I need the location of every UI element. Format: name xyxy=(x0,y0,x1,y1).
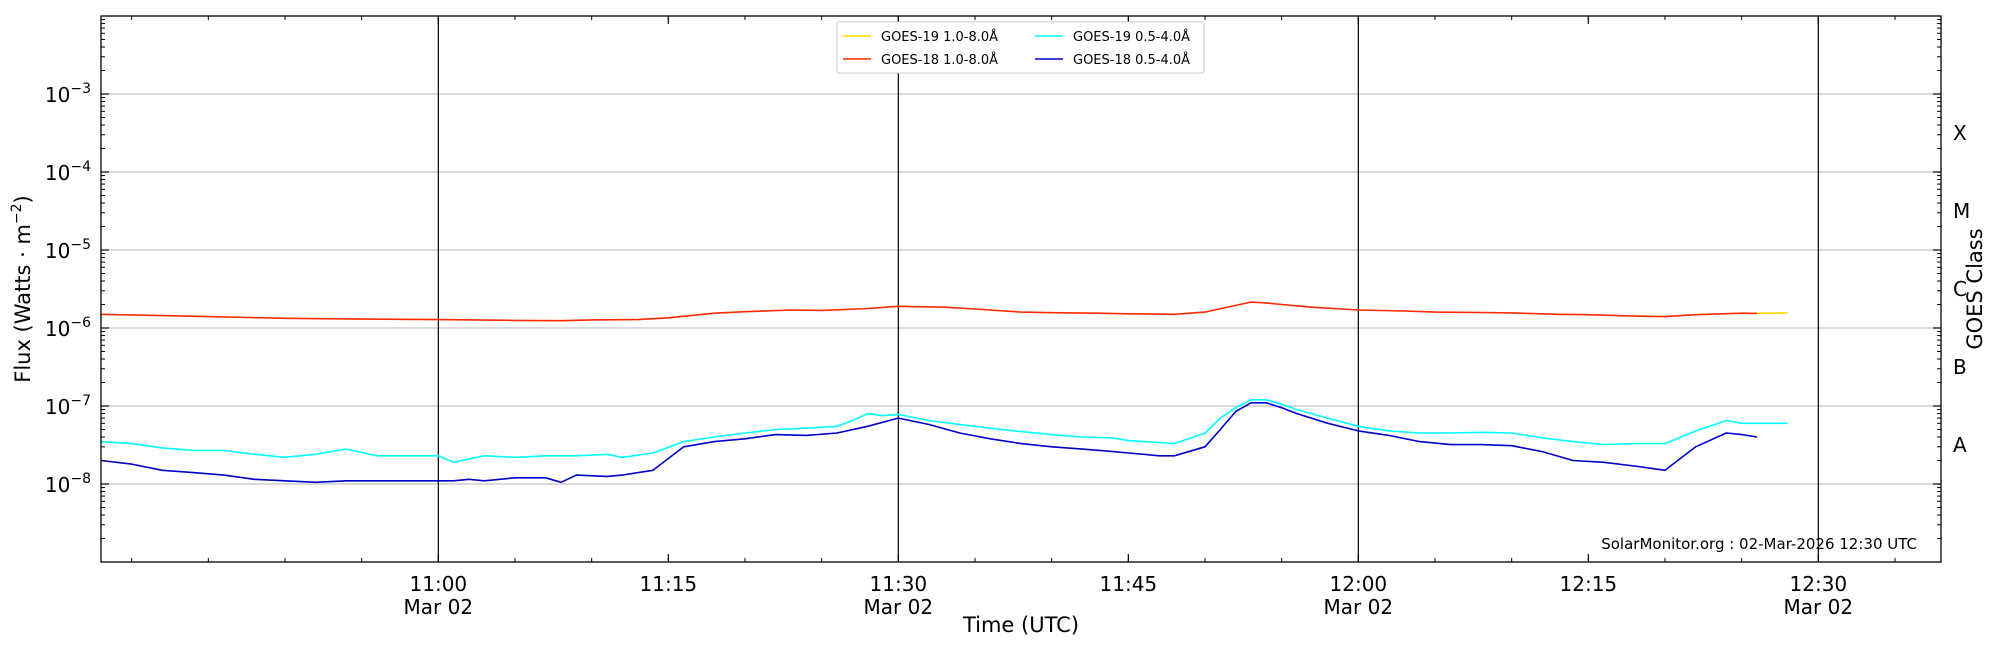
y-tick-base: 10 xyxy=(45,395,70,419)
x-tick-label-6: 12:30 xyxy=(1790,572,1848,596)
goes-class-m: M xyxy=(1953,199,1970,223)
y-tick-exponent: −3 xyxy=(70,81,91,97)
credit-text: SolarMonitor.org : 02-Mar-2026 12:30 UTC xyxy=(1601,535,1917,553)
y-tick-exponent: −7 xyxy=(70,393,91,409)
y-tick-label-3: 10−5 xyxy=(45,237,91,263)
x-tick-date-0: Mar 02 xyxy=(404,595,474,619)
y-tick-label-4: 10−4 xyxy=(45,159,91,185)
y-axis-title-exponent: −2 xyxy=(9,203,25,224)
goes-class-a: A xyxy=(1953,433,1967,457)
x-tick-date-2: Mar 02 xyxy=(864,595,934,619)
series-line-goes-18-0-5-4-0 xyxy=(100,401,1758,484)
x-tick-label-2: 11:30 xyxy=(870,572,928,596)
y-tick-exponent: −4 xyxy=(70,159,91,175)
y-tick-exponent: −8 xyxy=(70,471,91,487)
y-tick-label-0: 10−8 xyxy=(45,471,91,497)
data-series xyxy=(100,301,1788,484)
grid-lines xyxy=(101,93,1941,485)
legend-label-goes19-long: GOES-19 1.0-8.0Å xyxy=(881,29,998,45)
legend-box xyxy=(836,21,1205,74)
goes-class-c: C xyxy=(1953,277,1967,301)
legend: GOES-19 1.0-8.0Å GOES-18 1.0-8.0Å GOES-1… xyxy=(836,21,1205,74)
goes-class-labels: A B C M X xyxy=(1953,121,1970,457)
y-tick-base: 10 xyxy=(45,161,70,185)
y-tick-base: 10 xyxy=(45,317,70,341)
x-tick-label-3: 11:45 xyxy=(1100,572,1158,596)
y-tick-base: 10 xyxy=(45,473,70,497)
x-tick-label-4: 12:00 xyxy=(1330,572,1388,596)
x-tick-label-5: 12:15 xyxy=(1560,572,1618,596)
x-tick-date-4: Mar 02 xyxy=(1324,595,1394,619)
legend-label-goes18-short: GOES-18 0.5-4.0Å xyxy=(1073,52,1190,68)
x-tick-date-6: Mar 02 xyxy=(1784,595,1854,619)
y-tick-exponent: −6 xyxy=(70,315,91,331)
series-line-goes-19-0-5-4-0 xyxy=(100,398,1788,464)
y-axis-title: Flux (Watts · m−2) xyxy=(9,195,35,383)
goes-class-x: X xyxy=(1953,121,1967,145)
y2-axis-title: GOES Class xyxy=(1963,228,1987,349)
y-tick-label-2: 10−6 xyxy=(45,315,91,341)
x-axis-title: Time (UTC) xyxy=(962,613,1079,637)
y-tick-label-1: 10−7 xyxy=(45,393,91,419)
legend-label-goes19-short: GOES-19 0.5-4.0Å xyxy=(1073,29,1190,45)
x-tick-label-1: 11:15 xyxy=(640,572,698,596)
x-tick-label-0: 11:00 xyxy=(410,572,468,596)
plot-frame xyxy=(100,15,1942,563)
vertical-markers xyxy=(437,16,1819,562)
y-axis-ticks: 10−810−710−610−510−410−3 xyxy=(45,19,1941,540)
series-line-goes-18-1-0-8-0 xyxy=(100,301,1758,322)
plot-area xyxy=(101,16,1941,562)
y-axis-title-main: Flux (Watts · m xyxy=(11,224,35,383)
legend-label-goes18-long: GOES-18 1.0-8.0Å xyxy=(881,52,998,68)
y-tick-base: 10 xyxy=(45,239,70,263)
y-tick-base: 10 xyxy=(45,83,70,107)
y-tick-label-5: 10−3 xyxy=(45,81,91,107)
y-tick-exponent: −5 xyxy=(70,237,91,253)
goes-class-b: B xyxy=(1953,355,1967,379)
y-axis-title-close: ) xyxy=(11,195,35,203)
